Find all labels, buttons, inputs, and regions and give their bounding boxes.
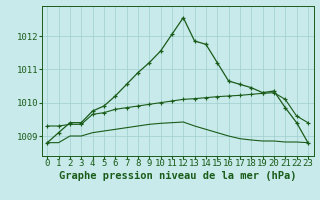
X-axis label: Graphe pression niveau de la mer (hPa): Graphe pression niveau de la mer (hPa): [59, 171, 296, 181]
